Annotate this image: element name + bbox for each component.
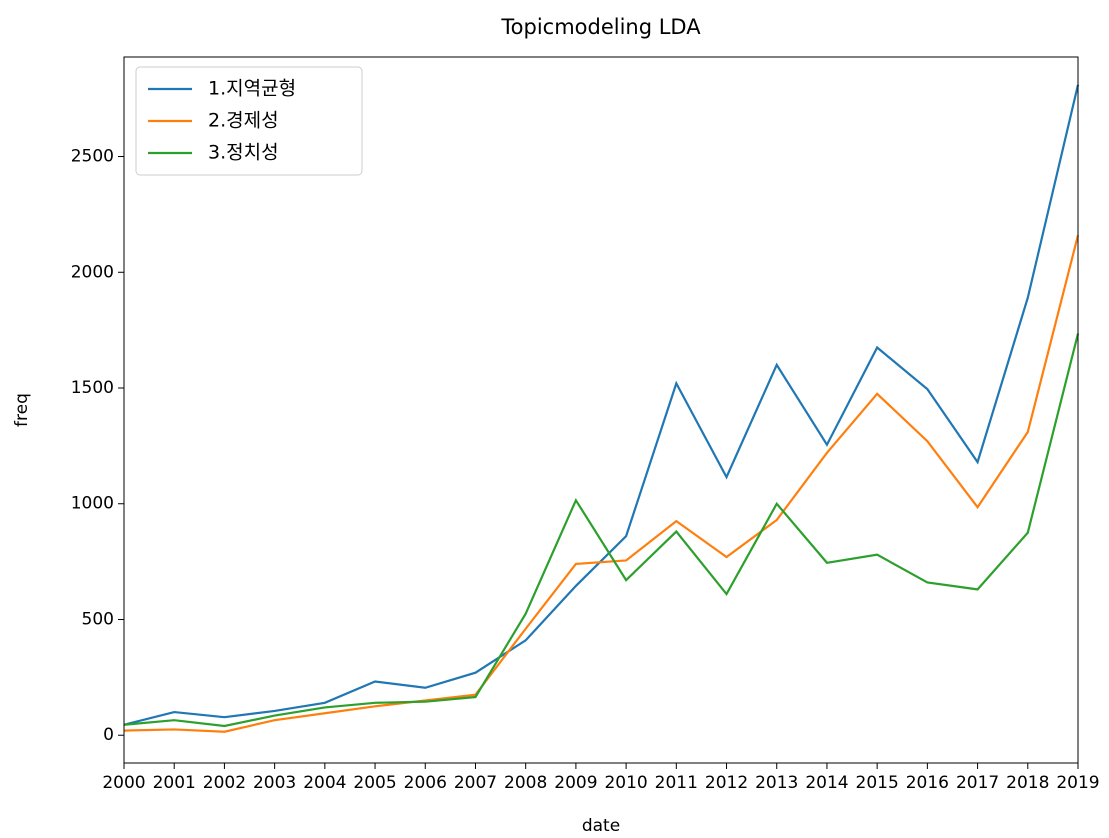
x-tick-label: 2015 (856, 773, 899, 793)
x-tick-label: 2000 (102, 773, 145, 793)
line-series (123, 234, 1080, 733)
x-tick-label: 2001 (153, 773, 196, 793)
x-tick-label: 2012 (705, 773, 748, 793)
y-axis-label: freq (12, 393, 32, 427)
x-tick-label: 2005 (353, 773, 396, 793)
y-tick-label: 1500 (71, 378, 114, 398)
y-tick-label: 2000 (71, 262, 114, 282)
y-tick-label: 2500 (71, 147, 114, 167)
plot-frame (123, 56, 1079, 764)
y-tick-label: 0 (103, 725, 114, 745)
x-tick-label: 2004 (303, 773, 346, 793)
line-series (123, 84, 1080, 726)
x-tick-label: 2016 (906, 773, 949, 793)
x-tick-label: 2017 (956, 773, 999, 793)
legend-box (135, 66, 363, 176)
legend-label: 1.지역균형 (208, 78, 296, 100)
x-tick-label: 2018 (1006, 773, 1049, 793)
x-tick-label: 2011 (655, 773, 698, 793)
x-tick-label: 2010 (604, 773, 647, 793)
y-tick-label: 500 (82, 609, 114, 629)
x-tick-label: 2002 (203, 773, 246, 793)
x-tick-label: 2013 (755, 773, 798, 793)
x-tick-label: 2003 (253, 773, 296, 793)
x-tick-label: 2019 (1056, 773, 1099, 793)
x-axis-label: date (582, 816, 620, 836)
y-tick-label: 1000 (71, 494, 114, 514)
x-tick-label: 2009 (554, 773, 597, 793)
x-tick-label: 2006 (404, 773, 447, 793)
x-tick-label: 2007 (454, 773, 497, 793)
chart-title: Topicmodeling LDA (500, 15, 701, 39)
legend-label: 3.정치성 (208, 142, 279, 164)
x-tick-label: 2014 (805, 773, 848, 793)
legend-label: 2.경제성 (208, 110, 279, 132)
x-tick-label: 2008 (504, 773, 547, 793)
line-series (123, 333, 1080, 728)
